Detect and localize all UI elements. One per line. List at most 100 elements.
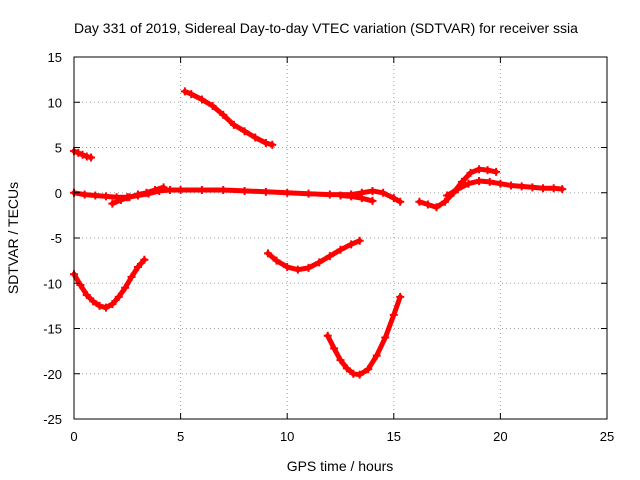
data-point bbox=[261, 187, 270, 196]
data-point bbox=[82, 291, 91, 300]
data-point bbox=[76, 281, 85, 290]
data-point bbox=[355, 370, 364, 379]
data-point bbox=[197, 186, 206, 195]
data-point bbox=[464, 179, 473, 188]
y-tick-label: 10 bbox=[48, 95, 62, 110]
data-point bbox=[558, 185, 567, 194]
data-point bbox=[336, 245, 345, 254]
y-tick-label: -5 bbox=[50, 231, 62, 246]
series-trace bbox=[325, 294, 403, 378]
y-tick-label: -15 bbox=[43, 322, 62, 337]
data-point bbox=[133, 190, 142, 199]
data-point bbox=[304, 263, 313, 272]
series-arc-7 bbox=[108, 183, 168, 208]
x-tick-label: 5 bbox=[177, 429, 184, 444]
data-point bbox=[87, 153, 96, 162]
series-arc-10 bbox=[443, 176, 567, 200]
data-point bbox=[453, 185, 462, 194]
series-trace bbox=[265, 238, 363, 273]
y-tick-label: -10 bbox=[43, 276, 62, 291]
data-point bbox=[357, 194, 366, 203]
data-point bbox=[114, 292, 123, 301]
series-arc-2 bbox=[180, 87, 277, 149]
data-point bbox=[396, 197, 405, 206]
grid bbox=[74, 57, 607, 419]
data-point bbox=[492, 167, 501, 176]
y-tick-label: 5 bbox=[55, 141, 62, 156]
data-point bbox=[180, 87, 189, 96]
data-point bbox=[368, 186, 377, 195]
data-point bbox=[432, 203, 441, 212]
data-point bbox=[116, 195, 125, 204]
data-point bbox=[176, 186, 185, 195]
y-tick-label: -25 bbox=[43, 412, 62, 427]
series-trace bbox=[338, 193, 375, 204]
data-point bbox=[304, 189, 313, 198]
data-point bbox=[74, 148, 83, 157]
data-point bbox=[517, 182, 526, 191]
x-tick-label: 15 bbox=[387, 429, 401, 444]
series-arc-4 bbox=[264, 236, 364, 274]
data-layer bbox=[70, 87, 567, 379]
series-trace bbox=[71, 257, 147, 311]
data-point bbox=[466, 168, 475, 177]
data-point bbox=[325, 252, 334, 261]
data-point bbox=[423, 200, 432, 209]
data-point bbox=[219, 186, 228, 195]
data-point bbox=[159, 183, 168, 192]
data-point bbox=[140, 255, 149, 264]
data-point bbox=[415, 197, 424, 206]
data-point bbox=[229, 120, 238, 129]
plot-frame bbox=[73, 56, 608, 420]
y-tick-label: -20 bbox=[43, 367, 62, 382]
data-point bbox=[187, 90, 196, 99]
data-point bbox=[219, 110, 228, 119]
x-axis-label: GPS time / hours bbox=[287, 458, 394, 474]
data-point bbox=[165, 186, 174, 195]
data-point bbox=[549, 184, 558, 193]
y-axis-label: SDTVAR / TECUs bbox=[5, 182, 21, 294]
data-point bbox=[272, 256, 281, 265]
series-arc-8 bbox=[336, 191, 377, 205]
data-point bbox=[364, 365, 373, 374]
data-point bbox=[133, 262, 142, 271]
y-tick-labels: 15 10 5 0 -5 -10 -15 -20 -25 bbox=[43, 50, 62, 427]
series-arc-3 bbox=[70, 255, 149, 312]
data-point bbox=[355, 236, 364, 245]
data-point bbox=[389, 194, 398, 203]
data-point bbox=[372, 351, 381, 360]
data-point bbox=[127, 272, 136, 281]
data-point bbox=[336, 191, 345, 200]
data-point bbox=[108, 300, 117, 309]
data-point bbox=[240, 127, 249, 136]
series-arc-5 bbox=[323, 292, 405, 379]
data-point bbox=[315, 258, 324, 267]
data-point bbox=[264, 249, 273, 258]
chart-title: Day 331 of 2019, Sidereal Day-to-day VTE… bbox=[74, 20, 578, 36]
data-point bbox=[95, 301, 104, 310]
data-point bbox=[485, 177, 494, 186]
data-point bbox=[78, 150, 87, 159]
data-point bbox=[283, 262, 292, 271]
data-point bbox=[108, 199, 117, 208]
data-point bbox=[89, 297, 98, 306]
data-point bbox=[261, 138, 270, 147]
y-tick-label: 15 bbox=[48, 50, 62, 65]
data-point bbox=[528, 183, 537, 192]
data-point bbox=[142, 188, 151, 197]
x-tick-label: 10 bbox=[280, 429, 294, 444]
data-point bbox=[80, 190, 89, 199]
data-point bbox=[240, 186, 249, 195]
data-point bbox=[496, 179, 505, 188]
y-tick-label: 0 bbox=[55, 186, 62, 201]
data-point bbox=[389, 310, 398, 319]
x-tick-labels: 0 5 10 15 20 25 bbox=[70, 429, 614, 444]
x-tick-label: 0 bbox=[70, 429, 77, 444]
data-point bbox=[539, 184, 548, 193]
data-point bbox=[101, 303, 110, 312]
data-point bbox=[342, 364, 351, 373]
data-point bbox=[475, 176, 484, 185]
data-point bbox=[483, 166, 492, 175]
data-point bbox=[507, 181, 516, 190]
